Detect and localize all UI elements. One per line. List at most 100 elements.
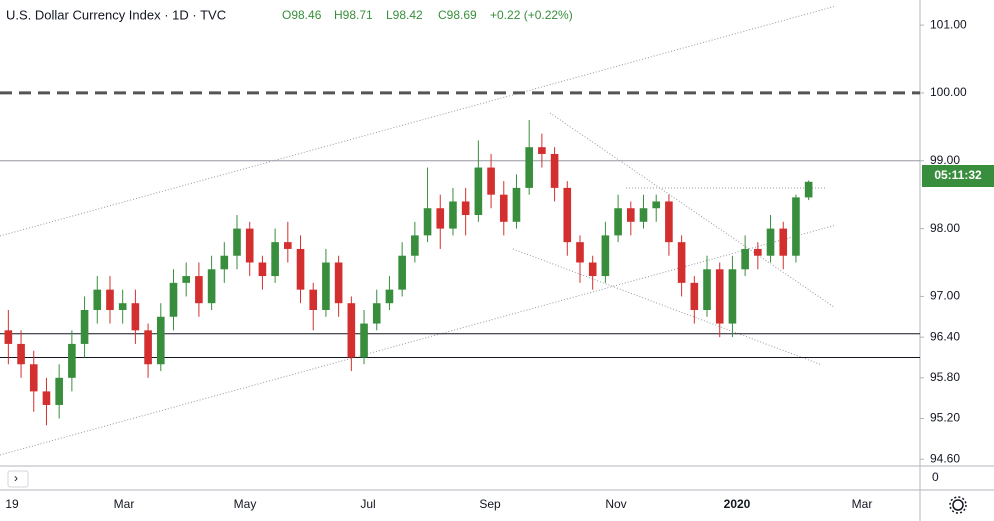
candle-body [741, 248, 749, 270]
candle-body [207, 269, 216, 304]
candle-body [754, 248, 762, 256]
candle-body [792, 197, 800, 256]
candle-body [639, 208, 648, 222]
candle-body [347, 303, 356, 358]
candle-body [614, 208, 622, 236]
candle-body [195, 276, 203, 304]
candle-body [715, 269, 724, 324]
candle-body [106, 289, 114, 310]
candle-body [80, 309, 89, 344]
ohlc-value: L98.42 [386, 8, 423, 22]
candle-body [296, 248, 305, 290]
candle-body [779, 228, 788, 256]
trend-support [512, 248, 823, 366]
candle-body [245, 228, 254, 263]
x-tick-label: Nov [605, 497, 626, 511]
channel-top [0, 5, 837, 237]
candle-body [411, 235, 419, 256]
candle-body [29, 364, 38, 392]
candle-body [182, 276, 191, 283]
candle-body [804, 181, 813, 198]
candle-body [156, 316, 165, 365]
candle-body [284, 242, 292, 249]
candle-body [42, 391, 51, 405]
ohlc-value: +0.22 (+0.22%) [490, 8, 573, 22]
trendlines [0, 5, 837, 456]
candle-body [563, 187, 572, 243]
candle-body [512, 187, 521, 222]
candle-body [17, 343, 25, 365]
ohlc-value: H98.71 [334, 8, 373, 22]
candle-body [728, 269, 737, 324]
candle-body [55, 377, 63, 405]
y-tick-label: 95.20 [930, 411, 960, 425]
chart-title: U.S. Dollar Currency Index · 1D · TVC [6, 7, 226, 22]
x-tick-label: Mar [852, 497, 873, 511]
y-tick-label: 97.00 [930, 289, 960, 303]
candle-body [576, 242, 584, 263]
candle-body [144, 330, 152, 365]
candle-body [334, 262, 343, 304]
x-tick-label: Sep [479, 497, 501, 511]
candle-body [766, 228, 775, 256]
x-tick-label: Jul [360, 497, 375, 511]
candle-body [601, 235, 610, 277]
candle-body [626, 208, 635, 222]
y-tick-label: 100.00 [930, 85, 967, 99]
candle-body [309, 289, 318, 310]
y-tick-label: 94.60 [930, 451, 960, 465]
gear-teeth[interactable] [949, 496, 967, 514]
candle-body [474, 167, 483, 216]
y-tick-label: 95.80 [930, 370, 960, 384]
y-tick-label: 101.00 [930, 17, 967, 31]
x-tick-label: May [234, 497, 257, 511]
candle-body [665, 201, 673, 243]
candle-body [499, 194, 508, 222]
candle-body [423, 208, 432, 236]
candle-body [233, 228, 241, 256]
candle-body [372, 303, 381, 324]
price-timer-box [922, 165, 994, 187]
candle-body [703, 269, 711, 310]
ohlc-value: C98.69 [438, 8, 477, 22]
candle-body [385, 289, 394, 304]
candle-body [220, 255, 229, 270]
candle-body [258, 262, 267, 277]
expand-button[interactable] [7, 470, 29, 488]
candle-body [271, 242, 279, 277]
candle-body [525, 147, 533, 188]
trend-down [549, 112, 835, 308]
price-timer: 05:11:32 [934, 168, 982, 182]
candle-body [68, 343, 76, 378]
y-tick-label: 99.00 [930, 153, 960, 167]
gear-icon[interactable] [952, 499, 964, 511]
candle-body [169, 282, 178, 317]
candle-body [652, 201, 661, 209]
expand-icon[interactable]: › [14, 471, 18, 485]
candle-body [449, 201, 457, 229]
x-tick-label: Mar [114, 497, 135, 511]
candles [4, 120, 813, 426]
candle-body [131, 303, 140, 331]
candle-body [4, 330, 13, 344]
x-tick-label: 2020 [724, 497, 751, 511]
y-tick-label: 98.00 [930, 221, 960, 235]
y-tick-label: 96.40 [930, 329, 960, 343]
settings-button[interactable] [949, 496, 967, 514]
candle-body [677, 242, 686, 283]
x-tick-label: 19 [5, 497, 19, 511]
candle-body [93, 289, 102, 310]
channel-bottom [0, 224, 837, 456]
candle-body [550, 153, 559, 188]
candle-body [436, 208, 445, 229]
candle-body [487, 167, 495, 195]
candle-body [118, 303, 127, 310]
candle-body [360, 323, 368, 358]
ohlc-value: O98.46 [282, 8, 322, 22]
candle-body [322, 262, 330, 310]
candle-body [538, 147, 546, 154]
candle-body [690, 282, 699, 310]
volume-axis-label: 0 [932, 470, 939, 484]
